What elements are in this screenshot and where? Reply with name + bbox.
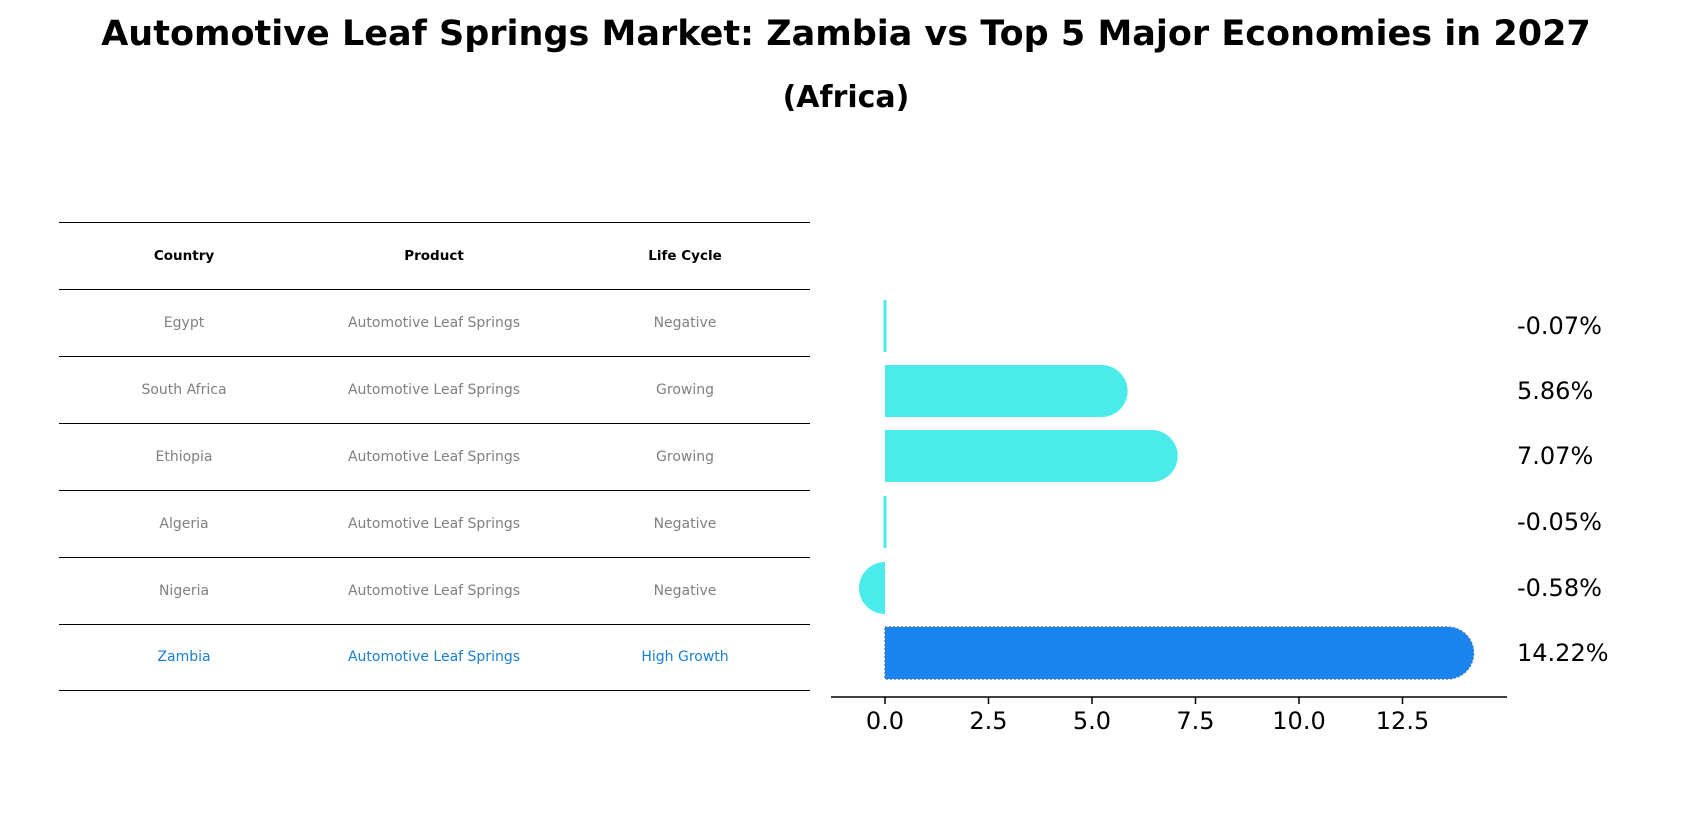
cell-life-cycle: Growing (656, 381, 714, 398)
bars-layer (859, 300, 1475, 680)
table-rule (59, 490, 810, 491)
value-label: 7.07% (1517, 442, 1593, 470)
value-label: -0.07% (1517, 312, 1602, 340)
table-rule (59, 557, 810, 558)
cell-product: Automotive Leaf Springs (347, 515, 521, 532)
bar-ethiopia (885, 430, 1178, 482)
bar-algeria (883, 496, 887, 548)
table-rule (59, 356, 810, 357)
cell-life-cycle: Growing (656, 448, 714, 465)
header-life-cycle: Life Cycle (648, 247, 722, 264)
chart-title: Automotive Leaf Springs Market: Zambia v… (101, 14, 1591, 54)
x-tick-label: 12.5 (1376, 707, 1429, 735)
table-rule (59, 624, 810, 625)
bar-egypt (883, 300, 887, 352)
cell-country: Algeria (159, 515, 209, 532)
x-tick-label: 7.5 (1176, 707, 1214, 735)
bar-zambia (884, 626, 1475, 680)
cell-product: Automotive Leaf Springs (347, 314, 521, 331)
x-axis-ticks: 0.0 2.5 5.0 7.5 10.0 12.5 (866, 697, 1429, 735)
header-country: Country (153, 247, 215, 264)
value-labels: -0.07% 5.86% 7.07% -0.05% -0.58% 14.22% (1517, 312, 1609, 667)
table-rule (59, 222, 810, 223)
cell-country-highlight: Zambia (157, 649, 211, 665)
table-rule (59, 690, 810, 691)
value-label: -0.58% (1517, 574, 1602, 602)
cell-life-cycle: Negative (653, 515, 717, 532)
value-label: 5.86% (1517, 377, 1593, 405)
cell-product: Automotive Leaf Springs (347, 582, 521, 599)
value-label: -0.05% (1517, 508, 1602, 536)
cell-product-highlight: Automotive Leaf Springs (347, 649, 521, 665)
x-tick-label: 2.5 (969, 707, 1007, 735)
header-product: Product (404, 247, 464, 264)
x-tick-label: 5.0 (1073, 707, 1111, 735)
bar-nigeria (859, 562, 885, 614)
x-tick-label: 0.0 (866, 707, 904, 735)
value-label: 14.22% (1517, 639, 1609, 667)
cell-life-cycle-highlight: High Growth (641, 649, 729, 665)
cell-product: Automotive Leaf Springs (347, 448, 521, 465)
cell-product: Automotive Leaf Springs (347, 381, 521, 398)
chart-subtitle: (Africa) (782, 80, 910, 115)
cell-life-cycle: Negative (653, 314, 717, 331)
cell-country: Nigeria (158, 582, 210, 599)
cell-country: South Africa (141, 381, 227, 398)
cell-country: Egypt (163, 314, 205, 331)
x-tick-label: 10.0 (1272, 707, 1325, 735)
cell-life-cycle: Negative (653, 582, 717, 599)
bar-south-africa (885, 365, 1128, 417)
table-rule (59, 423, 810, 424)
table-rule (59, 289, 810, 290)
cell-country: Ethiopia (155, 448, 213, 465)
